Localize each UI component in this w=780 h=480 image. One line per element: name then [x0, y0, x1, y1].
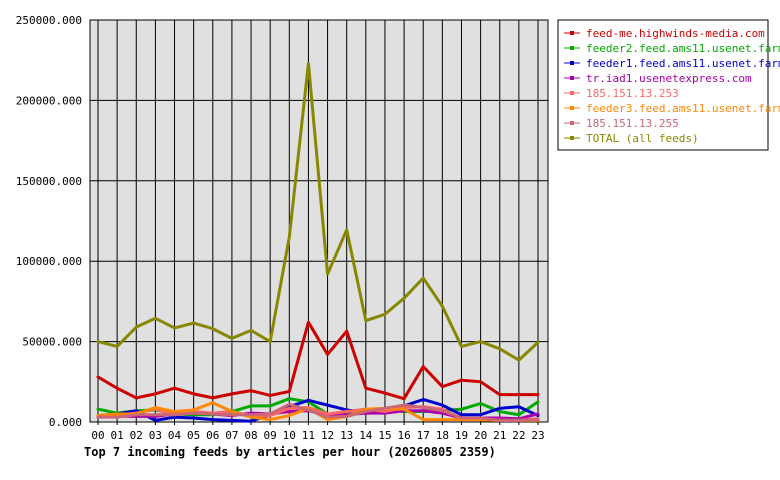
chart-title: Top 7 incoming feeds by articles per hou…: [84, 445, 496, 459]
x-tick-label: 19: [455, 429, 468, 442]
legend-entry: feeder1.feed.ams11.usenet.farm: [586, 57, 780, 70]
legend-marker: [570, 46, 574, 50]
legend-entry: feeder2.feed.ams11.usenet.farm: [586, 42, 780, 55]
legend-marker: [570, 106, 574, 110]
legend-box: [557, 19, 769, 151]
x-tick-label: 03: [149, 429, 162, 442]
legend-marker: [570, 121, 574, 125]
series-line-0: [96, 320, 540, 401]
y-tick-label: 200000.000: [16, 94, 82, 107]
x-tick-label: 20: [474, 429, 487, 442]
x-tick-label: 07: [225, 429, 238, 442]
y-axis-ticks: 0.000 50000.000 100000.000 150000.000 200000…: [16, 14, 82, 429]
x-tick-label: 06: [206, 429, 219, 442]
x-tick-label: 01: [111, 429, 124, 442]
x-tick-label: 15: [378, 429, 391, 442]
x-tick-label: 11: [302, 429, 315, 442]
legend-marker: [570, 136, 574, 140]
x-tick-label: 05: [187, 429, 200, 442]
y-tick-label: 250000.000: [16, 14, 82, 27]
x-tick-label: 16: [397, 429, 410, 442]
plot-area: [89, 19, 549, 423]
x-tick-label: 09: [264, 429, 277, 442]
x-tick-label: 21: [493, 429, 506, 442]
legend-entry: tr.iad1.usenetexpress.com: [586, 72, 752, 85]
legend-entry: feeder3.feed.ams11.usenet.farm: [586, 102, 780, 115]
x-tick-label: 13: [340, 429, 353, 442]
x-tick-label: 00: [91, 429, 104, 442]
legend-marker: [570, 31, 574, 35]
x-tick-label: 14: [359, 429, 373, 442]
legend-entry: 185.151.13.255: [586, 117, 679, 130]
legend-entry: 185.151.13.253: [586, 87, 679, 100]
legend-entry: TOTAL (all feeds): [586, 132, 699, 145]
series-lines: [96, 61, 540, 423]
legend-marker: [570, 61, 574, 65]
x-tick-label: 12: [321, 429, 334, 442]
series-line-7: [96, 61, 540, 362]
x-tick-label: 22: [512, 429, 525, 442]
y-tick-label: 0.000: [49, 416, 82, 429]
x-tick-label: 02: [130, 429, 143, 442]
grid-lines: [90, 19, 548, 423]
x-tick-label: 08: [244, 429, 257, 442]
legend-marker: [570, 76, 574, 80]
x-tick-label: 23: [531, 429, 544, 442]
legend: feed-me.highwinds-media.com feeder2.feed.…: [557, 19, 780, 151]
y-tick-label: 150000.000: [16, 175, 82, 188]
x-tick-label: 10: [283, 429, 296, 442]
y-tick-label: 100000.000: [16, 255, 82, 268]
legend-entry: feed-me.highwinds-media.com: [586, 27, 765, 40]
y-tick-label: 50000.000: [22, 336, 82, 349]
x-tick-label: 18: [436, 429, 449, 442]
series-line-6: [96, 402, 540, 422]
legend-marker: [570, 91, 574, 95]
x-tick-label: 17: [417, 429, 430, 442]
x-tick-label: 04: [168, 429, 182, 442]
series-line-2: [96, 397, 540, 423]
x-axis-ticks: 00 01 02 03 04 05 06 07 08 09 10 11 12 13 14 15 16 17 18 19…: [91, 422, 545, 442]
